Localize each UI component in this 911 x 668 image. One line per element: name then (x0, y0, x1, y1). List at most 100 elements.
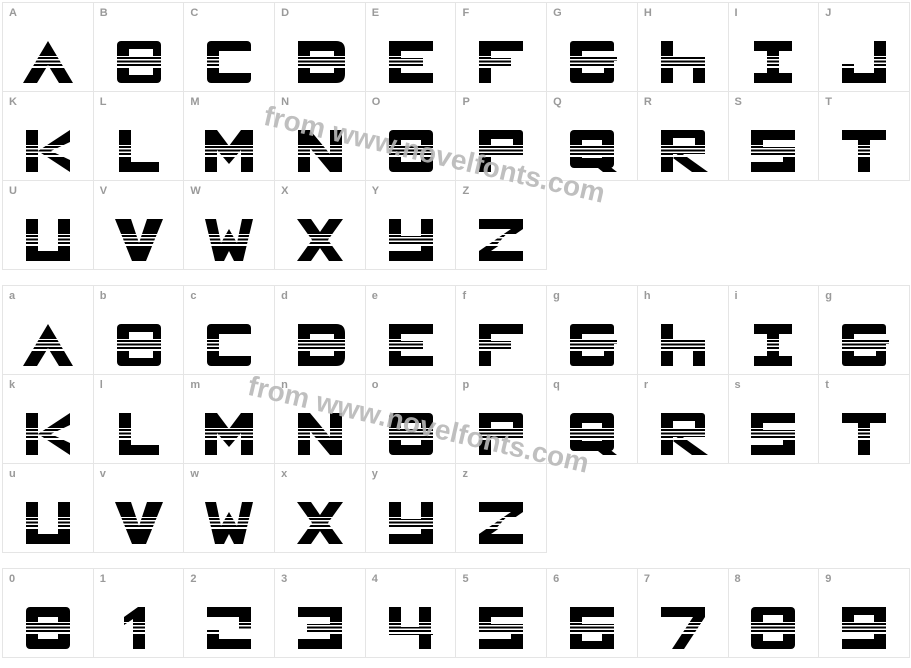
glyph (366, 413, 456, 455)
glyph-cell[interactable]: d (274, 285, 366, 375)
cell-key-label: n (281, 379, 288, 391)
glyph (366, 324, 456, 366)
cell-key-label: 7 (644, 573, 650, 585)
glyph-cell[interactable]: b (93, 285, 185, 375)
cell-key-label: s (735, 379, 741, 391)
charmap-block: AB CDE FG HIJ KLMN OPQ RST U V WXYZ (2, 2, 909, 269)
glyph-cell[interactable]: H (637, 2, 729, 92)
glyph (456, 324, 546, 366)
glyph-cell[interactable]: z (455, 463, 547, 553)
glyph-cell[interactable]: 5 (455, 568, 547, 658)
glyph-cell[interactable]: B (93, 2, 185, 92)
glyph-cell[interactable]: E (365, 2, 457, 92)
cell-key-label: r (644, 379, 648, 391)
glyph (94, 324, 184, 366)
glyph-cell[interactable]: y (365, 463, 457, 553)
cell-key-label: t (825, 379, 829, 391)
glyph-cell[interactable]: K (2, 91, 94, 181)
glyph-cell[interactable]: G (546, 2, 638, 92)
glyph (819, 413, 909, 455)
glyph (94, 41, 184, 83)
glyph (547, 130, 637, 172)
glyph-cell[interactable]: n (274, 374, 366, 464)
glyph-cell[interactable]: t (818, 374, 910, 464)
glyph (184, 607, 274, 649)
glyph-cell[interactable]: s (728, 374, 820, 464)
glyph-cell[interactable]: J (818, 2, 910, 92)
glyph-cell[interactable]: x (274, 463, 366, 553)
charmap-block: 01234567 89 (2, 568, 909, 657)
glyph (638, 41, 728, 83)
glyph-cell[interactable]: Z (455, 180, 547, 270)
glyph (819, 41, 909, 83)
cell-key-label: G (553, 7, 562, 19)
glyph-cell[interactable]: D (274, 2, 366, 92)
glyph-cell[interactable]: u (2, 463, 94, 553)
glyph-cell[interactable]: g (546, 285, 638, 375)
cell-key-label: o (372, 379, 379, 391)
glyph-cell[interactable]: 8 (728, 568, 820, 658)
glyph-cell[interactable]: 7 (637, 568, 729, 658)
cell-key-label: V (100, 185, 107, 197)
glyph (456, 219, 546, 261)
glyph-cell[interactable]: L (93, 91, 185, 181)
cell-key-label: E (372, 7, 379, 19)
glyph-cell[interactable]: 3 (274, 568, 366, 658)
cell-key-label: B (100, 7, 108, 19)
glyph (3, 324, 93, 366)
glyph-cell[interactable]: 9 (818, 568, 910, 658)
glyph-cell[interactable]: q (546, 374, 638, 464)
glyph-cell[interactable]: c (183, 285, 275, 375)
glyph-cell[interactable]: w (183, 463, 275, 553)
glyph-cell[interactable]: U (2, 180, 94, 270)
glyph-cell[interactable]: X (274, 180, 366, 270)
glyph-cell[interactable]: C (183, 2, 275, 92)
glyph-cell[interactable]: 6 (546, 568, 638, 658)
cell-key-label: U (9, 185, 17, 197)
glyph-cell[interactable]: 4 (365, 568, 457, 658)
glyph-cell[interactable]: m (183, 374, 275, 464)
glyph-cell[interactable]: l (93, 374, 185, 464)
cell-key-label: x (281, 468, 287, 480)
cell-key-label: m (190, 379, 200, 391)
glyph-cell[interactable]: I (728, 2, 820, 92)
glyph (366, 607, 456, 649)
cell-key-label: i (735, 290, 738, 302)
glyph-cell[interactable]: k (2, 374, 94, 464)
glyph-cell[interactable]: 0 (2, 568, 94, 658)
glyph-cell[interactable]: e (365, 285, 457, 375)
glyph-cell[interactable]: r (637, 374, 729, 464)
glyph-cell[interactable]: F (455, 2, 547, 92)
glyph-cell[interactable]: W (183, 180, 275, 270)
glyph (366, 41, 456, 83)
glyph-cell[interactable]: 1 (93, 568, 185, 658)
glyph (729, 413, 819, 455)
glyph-cell[interactable]: p (455, 374, 547, 464)
glyph-cell[interactable]: h (637, 285, 729, 375)
cell-key-label: g (825, 290, 832, 302)
glyph-cell[interactable]: R (637, 91, 729, 181)
glyph-cell[interactable]: V (93, 180, 185, 270)
glyph-cell[interactable]: f (455, 285, 547, 375)
glyph-cell[interactable]: g (818, 285, 910, 375)
cell-key-label: b (100, 290, 107, 302)
cell-key-label: z (462, 468, 468, 480)
glyph-cell[interactable]: A (2, 2, 94, 92)
glyph-cell[interactable]: O (365, 91, 457, 181)
glyph-cell[interactable]: Y (365, 180, 457, 270)
glyph-cell[interactable]: v (93, 463, 185, 553)
glyph-cell[interactable]: a (2, 285, 94, 375)
glyph-cell[interactable]: S (728, 91, 820, 181)
glyph (184, 413, 274, 455)
glyph-cell[interactable]: o (365, 374, 457, 464)
glyph-cell[interactable]: T (818, 91, 910, 181)
cell-key-label: Q (553, 96, 562, 108)
cell-key-label: h (644, 290, 651, 302)
glyph-cell[interactable]: i (728, 285, 820, 375)
glyph-cell[interactable]: M (183, 91, 275, 181)
glyph-cell[interactable]: 2 (183, 568, 275, 658)
glyph-cell[interactable]: N (274, 91, 366, 181)
cell-key-label: N (281, 96, 289, 108)
glyph-cell[interactable]: Q (546, 91, 638, 181)
glyph-cell[interactable]: P (455, 91, 547, 181)
